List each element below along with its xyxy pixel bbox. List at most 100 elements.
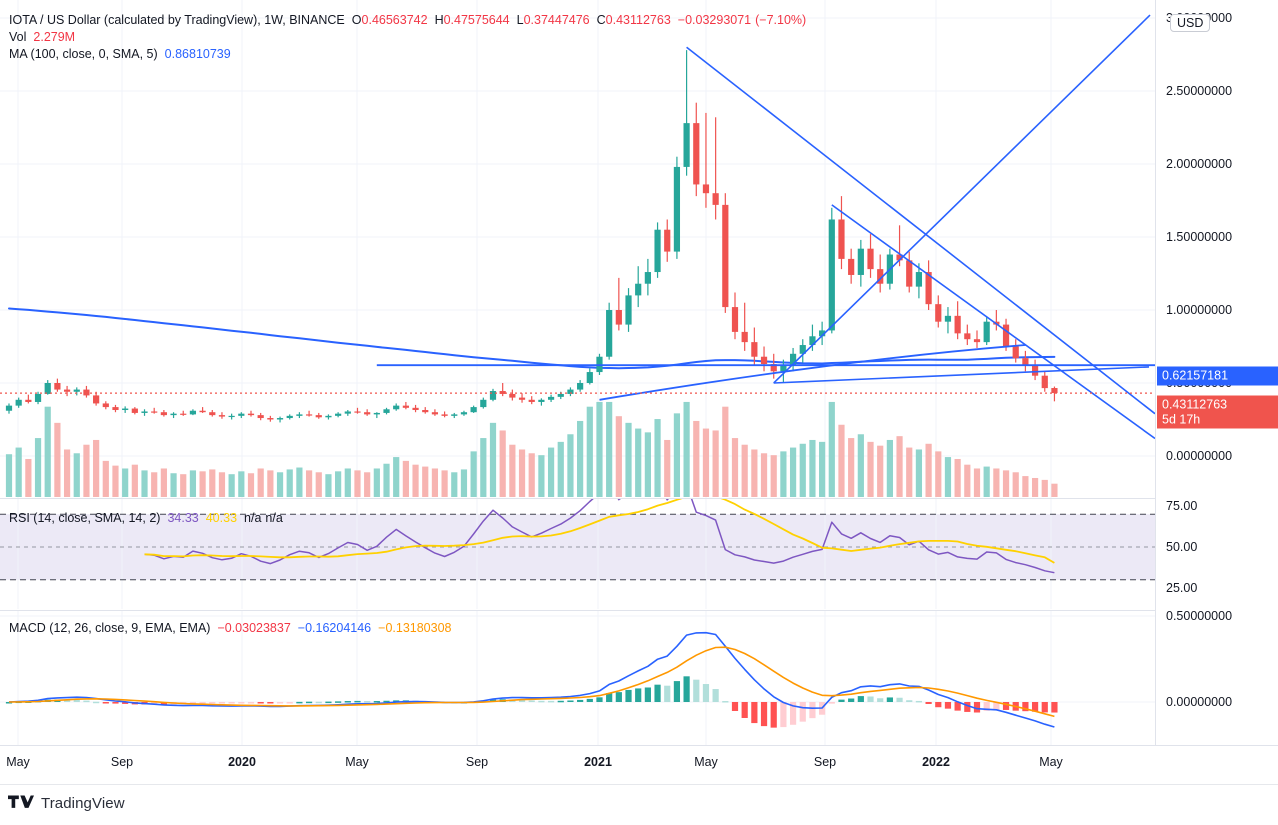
- volume-bar: [151, 472, 158, 497]
- macd-hist-bar: [354, 700, 361, 703]
- candle-body: [73, 389, 80, 392]
- ma-100-line[interactable]: [8, 307, 1056, 370]
- volume-bar: [83, 444, 90, 497]
- candle-body: [712, 193, 719, 205]
- macd-hist-bar: [547, 700, 555, 703]
- volume-bar: [596, 401, 603, 497]
- volume-bar: [896, 436, 903, 497]
- candle-body: [654, 229, 661, 273]
- candle-body: [141, 411, 148, 413]
- candle-body: [625, 295, 632, 325]
- footer-separator: [0, 784, 1278, 785]
- candle-body: [228, 415, 235, 418]
- volume-bar: [247, 473, 255, 498]
- volume-bar: [431, 468, 439, 497]
- time-tick-5: 2021: [584, 755, 612, 769]
- candle-body: [760, 356, 768, 365]
- candle-body: [460, 412, 468, 415]
- last-price-badge[interactable]: 0.43112763 5d 17h: [1157, 395, 1278, 429]
- volume-bar: [954, 458, 961, 497]
- macd-hist-bar: [799, 702, 806, 722]
- volume-bar: [160, 468, 167, 497]
- volume-bar: [518, 449, 526, 497]
- trendline-2[interactable]: [831, 204, 1155, 440]
- candle-body: [906, 260, 913, 287]
- volume-bar: [722, 406, 729, 497]
- rsi-pane[interactable]: [0, 499, 1155, 609]
- macd-hist-bar: [257, 702, 264, 704]
- volume-bar: [325, 474, 332, 497]
- tradingview-brand-text: TradingView: [41, 795, 125, 812]
- volume-bar: [470, 451, 477, 497]
- price-axis[interactable]: USD 3.000000002.500000002.000000001.5000…: [1155, 0, 1278, 745]
- macd-line[interactable]: [8, 631, 1055, 728]
- rsi-sma-line[interactable]: [144, 499, 1055, 564]
- time-tick-8: 2022: [922, 755, 950, 769]
- volume-bar: [102, 460, 109, 497]
- volume-bar: [925, 443, 932, 497]
- trendline-1[interactable]: [773, 14, 1151, 384]
- ma-price-badge[interactable]: 0.62157181: [1157, 366, 1278, 386]
- volume-series: [5, 401, 1058, 498]
- candle-body: [364, 412, 371, 415]
- macd-hist-bar: [731, 702, 739, 711]
- volume-bar: [5, 454, 13, 497]
- pane-separator-rsi-macd[interactable]: [0, 610, 1278, 611]
- candle-body: [877, 269, 884, 284]
- volume-bar: [673, 413, 681, 497]
- currency-chip[interactable]: USD: [1170, 14, 1211, 32]
- macd-hist-bar: [586, 698, 593, 702]
- macd-hist-bar: [915, 700, 923, 703]
- trend-arc[interactable]: [599, 344, 1026, 401]
- macd-hist-bar: [1022, 702, 1029, 712]
- volume-bar: [499, 430, 506, 497]
- macd-hist-bar: [712, 689, 719, 702]
- candle-body: [451, 414, 458, 416]
- volume-bar: [354, 470, 361, 497]
- macd-hist-bar: [567, 700, 574, 702]
- tradingview-logo[interactable]: TradingView: [8, 795, 125, 812]
- candle-body: [693, 123, 700, 185]
- price-pane[interactable]: [0, 0, 1155, 498]
- candle-body: [189, 410, 197, 415]
- macd-hist-bar: [83, 700, 90, 703]
- volume-bar: [218, 472, 226, 497]
- rsi-tick-0: 75.00: [1166, 499, 1198, 513]
- candle-body: [741, 331, 748, 343]
- macd-hist-bar: [877, 698, 884, 702]
- candle-body: [528, 399, 535, 402]
- candle-body: [1012, 346, 1019, 359]
- tradingview-logo-icon: [8, 795, 34, 808]
- volume-bar: [296, 467, 303, 497]
- volume-bar: [567, 434, 574, 497]
- macd-pane[interactable]: [0, 611, 1155, 745]
- macd-hist-bar: [722, 701, 729, 703]
- candle-body: [480, 399, 487, 408]
- trendline-0[interactable]: [686, 46, 1155, 415]
- macd-signal-line[interactable]: [8, 646, 1055, 718]
- candle-body: [809, 336, 816, 346]
- candle-body: [896, 254, 903, 261]
- volume-bar: [25, 458, 32, 497]
- time-tick-9: May: [1039, 755, 1063, 769]
- candle-body: [5, 405, 13, 411]
- volume-bar: [731, 438, 739, 497]
- candle-body: [44, 383, 51, 394]
- pane-separator-price-rsi[interactable]: [0, 498, 1278, 499]
- rsi-line[interactable]: [144, 499, 1055, 574]
- macd-hist-bar: [199, 702, 206, 704]
- candle-body: [954, 315, 961, 334]
- macd-hist-bar: [848, 698, 855, 702]
- volume-bar: [789, 447, 797, 497]
- trendline-3[interactable]: [773, 366, 1150, 384]
- candle-body: [547, 396, 555, 400]
- candle-body: [1002, 324, 1010, 347]
- volume-bar: [364, 472, 371, 497]
- volume-bar: [993, 468, 1000, 497]
- time-axis[interactable]: May Sep 2020 May Sep 2021 May Sep 2022 May: [0, 746, 1155, 784]
- volume-bar: [973, 468, 981, 497]
- volume-bar: [702, 428, 710, 497]
- candle-body: [354, 411, 361, 413]
- macd-hist-bar: [838, 699, 845, 702]
- time-tick-1: Sep: [110, 755, 134, 769]
